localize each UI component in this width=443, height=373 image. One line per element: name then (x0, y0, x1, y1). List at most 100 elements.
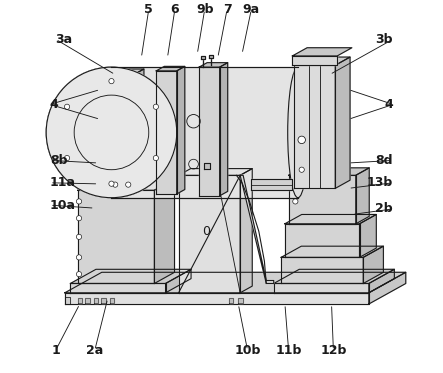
Circle shape (293, 199, 298, 204)
Polygon shape (199, 63, 228, 67)
Circle shape (76, 272, 82, 277)
Polygon shape (134, 69, 144, 190)
Polygon shape (294, 65, 335, 188)
Circle shape (64, 104, 70, 110)
Circle shape (76, 199, 82, 204)
Polygon shape (201, 56, 205, 59)
Polygon shape (97, 179, 140, 190)
Polygon shape (109, 298, 114, 303)
Polygon shape (204, 163, 210, 169)
Polygon shape (363, 246, 383, 283)
Polygon shape (369, 272, 406, 304)
Circle shape (64, 156, 70, 161)
Text: 1: 1 (51, 344, 60, 357)
Polygon shape (281, 257, 363, 283)
Polygon shape (65, 293, 369, 304)
Polygon shape (292, 48, 352, 56)
Circle shape (153, 104, 159, 109)
Polygon shape (289, 175, 356, 224)
Polygon shape (70, 283, 166, 293)
Polygon shape (70, 269, 191, 283)
Circle shape (109, 130, 114, 135)
Circle shape (126, 182, 131, 187)
Text: 8b: 8b (50, 154, 67, 167)
Polygon shape (177, 66, 185, 194)
Polygon shape (240, 169, 252, 293)
Circle shape (76, 255, 82, 260)
Text: 10b: 10b (234, 344, 261, 357)
Circle shape (153, 155, 159, 161)
Circle shape (109, 181, 114, 187)
Polygon shape (289, 168, 369, 175)
Circle shape (153, 104, 159, 110)
Polygon shape (274, 269, 394, 283)
Circle shape (298, 136, 305, 144)
Polygon shape (78, 190, 154, 283)
Circle shape (76, 234, 82, 239)
Polygon shape (179, 175, 240, 293)
Circle shape (299, 167, 304, 172)
Polygon shape (335, 57, 350, 188)
Polygon shape (281, 246, 383, 257)
Polygon shape (101, 298, 106, 303)
Polygon shape (154, 179, 175, 283)
Polygon shape (209, 55, 213, 58)
Polygon shape (94, 298, 98, 303)
Text: 12b: 12b (320, 344, 346, 357)
Polygon shape (356, 168, 369, 224)
Text: 9b: 9b (196, 3, 214, 16)
Text: 13b: 13b (367, 176, 393, 189)
Text: 5: 5 (144, 3, 153, 16)
Polygon shape (65, 272, 406, 293)
Ellipse shape (288, 67, 308, 198)
Polygon shape (360, 214, 376, 257)
Polygon shape (166, 269, 191, 293)
Text: 8d: 8d (376, 154, 393, 167)
Circle shape (64, 104, 70, 109)
Circle shape (113, 182, 118, 187)
Polygon shape (78, 298, 82, 303)
FancyBboxPatch shape (112, 67, 298, 198)
Circle shape (46, 67, 177, 198)
Circle shape (76, 216, 82, 221)
Polygon shape (285, 224, 360, 257)
Polygon shape (156, 66, 185, 71)
Text: 9a: 9a (243, 3, 260, 16)
Text: 3a: 3a (55, 33, 73, 46)
Circle shape (46, 67, 177, 198)
Polygon shape (369, 269, 394, 293)
Polygon shape (78, 179, 175, 190)
Text: 10a: 10a (50, 199, 76, 211)
Polygon shape (179, 169, 252, 175)
Polygon shape (274, 283, 369, 293)
Polygon shape (240, 175, 274, 283)
Text: 7: 7 (223, 3, 232, 16)
Polygon shape (108, 69, 144, 75)
Text: 2b: 2b (376, 203, 393, 215)
Polygon shape (199, 67, 220, 196)
Text: 6: 6 (171, 3, 179, 16)
Circle shape (109, 181, 114, 186)
Polygon shape (156, 71, 177, 194)
Polygon shape (229, 298, 233, 303)
Polygon shape (294, 57, 350, 65)
Polygon shape (108, 75, 134, 190)
Text: 3b: 3b (376, 33, 393, 46)
Circle shape (153, 156, 159, 161)
Circle shape (109, 78, 114, 84)
Polygon shape (292, 56, 337, 65)
Polygon shape (238, 298, 243, 303)
Text: 0: 0 (202, 225, 210, 238)
Polygon shape (285, 214, 376, 224)
Circle shape (109, 79, 114, 84)
Text: 11a: 11a (50, 176, 76, 189)
Text: 4: 4 (385, 98, 393, 111)
Polygon shape (85, 298, 90, 303)
Text: 4: 4 (50, 98, 58, 111)
Text: 11b: 11b (276, 344, 302, 357)
Polygon shape (251, 179, 292, 190)
Text: 2a: 2a (86, 344, 103, 357)
Circle shape (64, 155, 70, 161)
Polygon shape (220, 63, 228, 196)
Polygon shape (65, 297, 70, 304)
